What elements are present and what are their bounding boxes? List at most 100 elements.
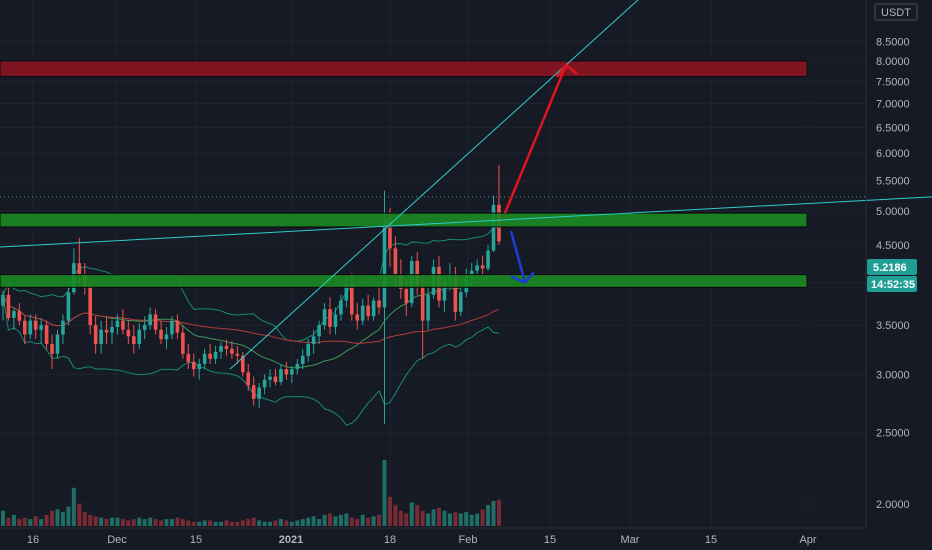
candle[interactable] [50, 334, 54, 370]
countdown-text: 14:52:35 [871, 279, 915, 291]
candle[interactable] [328, 297, 332, 335]
candle[interactable] [273, 369, 278, 386]
drawn-lines[interactable] [0, 0, 932, 370]
zone-support-lower[interactable] [0, 274, 808, 288]
price-zones[interactable] [0, 60, 808, 288]
candle[interactable] [61, 314, 65, 344]
zone-support-upper[interactable] [0, 212, 808, 228]
candle[interactable] [306, 339, 310, 362]
candle[interactable] [257, 383, 261, 409]
candlesticks[interactable] [1, 164, 501, 424]
candle[interactable] [300, 348, 305, 370]
candle[interactable] [213, 345, 218, 364]
candle[interactable] [6, 286, 11, 321]
candle[interactable] [170, 316, 174, 340]
candle[interactable] [104, 316, 109, 344]
price-tick-label: 2.0000 [876, 499, 910, 511]
candle-body [355, 314, 360, 321]
candle[interactable] [93, 316, 98, 354]
candle[interactable] [132, 325, 136, 354]
candle[interactable] [164, 327, 169, 349]
candle[interactable] [219, 342, 223, 359]
candle-body [388, 220, 392, 249]
candle[interactable] [235, 345, 240, 364]
candle[interactable] [371, 297, 376, 321]
candle[interactable] [251, 376, 256, 406]
candle[interactable] [262, 374, 267, 395]
candle[interactable] [33, 314, 38, 340]
volume-bar [93, 516, 98, 526]
upper-band [2, 226, 500, 342]
arrow-bear-shaft[interactable] [509, 230, 527, 283]
candle[interactable] [284, 361, 289, 380]
candle[interactable] [23, 316, 27, 344]
candle[interactable] [230, 341, 234, 359]
trendline-shallow[interactable] [0, 196, 932, 248]
candle[interactable] [55, 329, 60, 359]
candle[interactable] [191, 353, 196, 377]
candle[interactable] [322, 303, 327, 330]
candle[interactable] [12, 307, 16, 330]
candle[interactable] [208, 343, 212, 364]
candle[interactable] [153, 309, 158, 335]
volume-bar [50, 510, 55, 526]
candle[interactable] [137, 323, 142, 349]
candle[interactable] [295, 358, 300, 375]
candle[interactable] [279, 363, 283, 386]
arrow-bull-shaft[interactable] [503, 64, 568, 214]
candle[interactable] [486, 244, 490, 271]
trendline-rising[interactable] [229, 0, 639, 370]
price-axis[interactable]: 2.00002.50003.00003.50004.00004.50005.00… [876, 37, 910, 511]
candle[interactable] [197, 358, 201, 380]
candle[interactable] [1, 290, 5, 321]
candle[interactable] [88, 282, 92, 335]
candle[interactable] [339, 294, 343, 321]
candle[interactable] [110, 320, 114, 344]
candle[interactable] [148, 307, 152, 330]
candle[interactable] [44, 320, 49, 349]
date-tick-label: Dec [107, 534, 127, 546]
candle[interactable] [480, 255, 485, 275]
currency-label[interactable]: USDT [874, 3, 918, 21]
candle[interactable] [290, 366, 294, 384]
candle[interactable] [268, 369, 272, 388]
candle[interactable] [66, 286, 71, 326]
price-tick-label: 8.5000 [876, 37, 910, 49]
candle[interactable] [224, 339, 229, 356]
candle[interactable] [99, 320, 103, 354]
last-price-badge-box [867, 259, 917, 275]
candle[interactable] [28, 314, 33, 340]
candle-body [371, 300, 376, 317]
candle[interactable] [115, 314, 120, 335]
candle[interactable] [186, 343, 191, 370]
volume-bar [464, 512, 469, 526]
candle[interactable] [355, 303, 360, 330]
candle[interactable] [17, 303, 22, 326]
candle[interactable] [181, 325, 185, 359]
candle[interactable] [420, 274, 425, 359]
candle[interactable] [317, 320, 321, 344]
time-axis[interactable]: 16 Dec 15 2021 18 Feb 15 Mar 15 Apr [27, 534, 817, 546]
candle[interactable] [426, 286, 430, 330]
candle[interactable] [126, 320, 131, 344]
volume-bar [246, 519, 251, 526]
candle[interactable] [246, 363, 251, 391]
candle[interactable] [311, 329, 316, 354]
candle[interactable] [121, 309, 125, 335]
volume-bar [175, 517, 180, 526]
candle[interactable] [366, 294, 370, 321]
candle[interactable] [142, 316, 147, 340]
candle[interactable] [159, 320, 163, 344]
candle[interactable] [202, 348, 207, 370]
candle-body [88, 286, 92, 326]
candle[interactable] [241, 351, 245, 377]
candle[interactable] [175, 314, 180, 340]
candle[interactable] [360, 298, 365, 326]
candle[interactable] [459, 286, 463, 317]
volume-bar [229, 521, 234, 526]
zone-resistance[interactable] [0, 60, 808, 78]
candle-body [279, 369, 283, 382]
candle[interactable] [333, 307, 338, 335]
candle[interactable] [39, 317, 43, 344]
